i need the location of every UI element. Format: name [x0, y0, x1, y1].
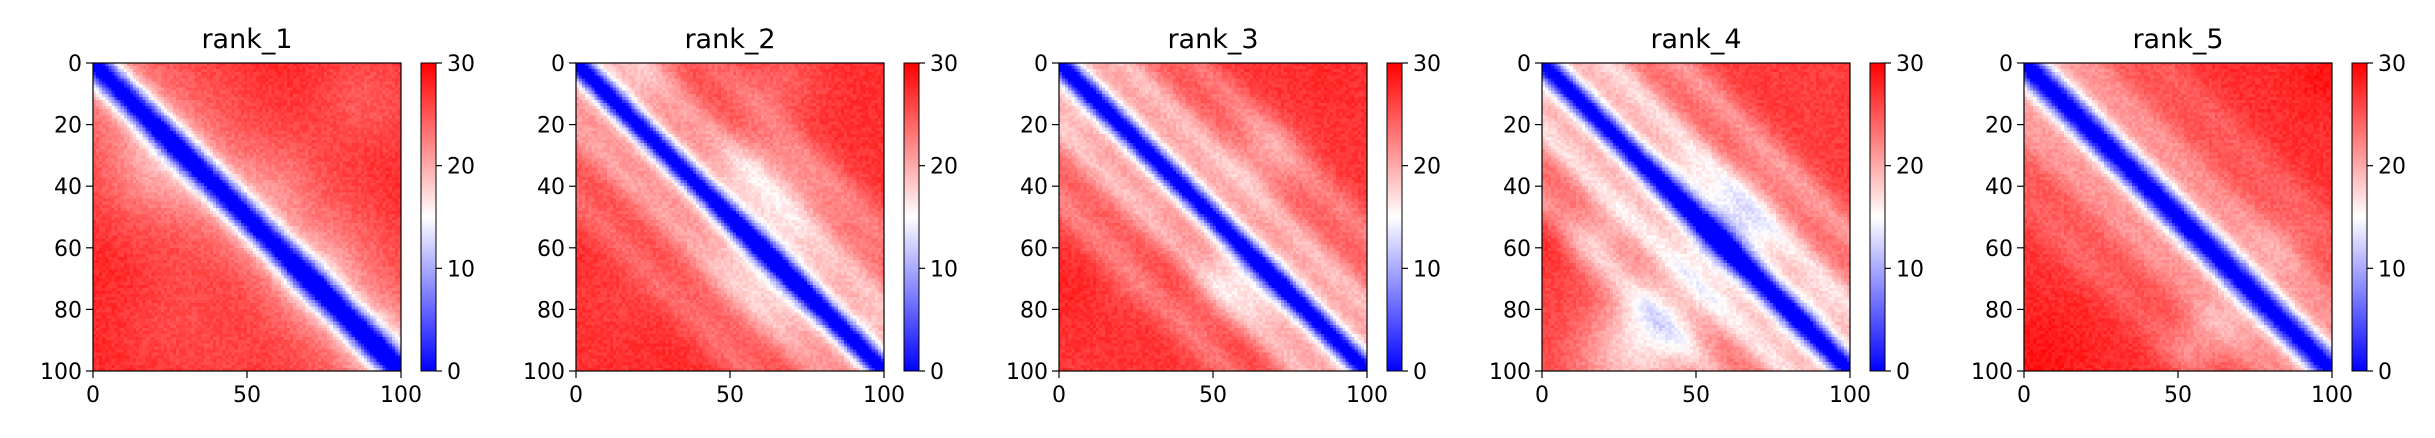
- y-tick-label: 0: [1034, 52, 1048, 77]
- y-tick-label: 0: [68, 52, 82, 77]
- colorbar-tick-label: 20: [930, 155, 958, 180]
- x-tick-label: 0: [2017, 383, 2031, 408]
- colorbar-tick-label: 30: [447, 52, 475, 77]
- y-tick-label: 60: [54, 237, 82, 262]
- colorbar: [2351, 62, 2368, 372]
- colorbar-tick-label: 10: [447, 257, 475, 282]
- heatmap-cells: [1542, 63, 1850, 371]
- y-tick-label: 40: [1503, 175, 1531, 200]
- y-tick-label: 40: [1020, 175, 1048, 200]
- y-tick-label: 60: [537, 237, 565, 262]
- chart-title: rank_4: [1650, 24, 1741, 55]
- colorbar-tick-label: 20: [2378, 155, 2406, 180]
- x-tick-label: 50: [1682, 383, 1710, 408]
- y-tick-label: 100: [1971, 360, 2013, 385]
- colorbar-tick-label: 0: [2378, 360, 2392, 385]
- colorbar-tick-label: 20: [1413, 155, 1441, 180]
- y-tick-label: 80: [54, 298, 82, 323]
- chart-title: rank_3: [1167, 24, 1258, 55]
- y-tick-label: 100: [40, 360, 82, 385]
- x-tick-label: 0: [86, 383, 100, 408]
- heatmap-cells: [93, 63, 401, 371]
- colorbar: [1869, 62, 1886, 372]
- y-tick-label: 20: [537, 114, 565, 139]
- y-tick-label: 60: [1503, 237, 1531, 262]
- x-tick-label: 100: [2311, 383, 2353, 408]
- colorbar-tick-label: 0: [1413, 360, 1427, 385]
- x-tick-label: 0: [1535, 383, 1549, 408]
- y-tick-label: 80: [1503, 298, 1531, 323]
- x-tick-label: 50: [233, 383, 261, 408]
- y-tick-label: 0: [1517, 52, 1531, 77]
- colorbar: [1386, 62, 1403, 372]
- colorbar-tick-label: 20: [447, 155, 475, 180]
- y-tick-label: 100: [1489, 360, 1531, 385]
- colorbar: [903, 62, 920, 372]
- heatmap-cells: [1059, 63, 1367, 371]
- colorbar-tick-label: 0: [930, 360, 944, 385]
- y-tick-label: 60: [1020, 237, 1048, 262]
- colorbar-tick-label: 10: [2378, 257, 2406, 282]
- colorbar-tick-label: 10: [1896, 257, 1924, 282]
- chart-title: rank_2: [684, 24, 775, 55]
- y-tick-label: 60: [1985, 237, 2013, 262]
- colorbar-tick-label: 0: [447, 360, 461, 385]
- y-tick-label: 0: [1999, 52, 2013, 77]
- y-tick-label: 20: [1503, 114, 1531, 139]
- y-tick-label: 20: [1020, 114, 1048, 139]
- colorbar-tick-label: 30: [2378, 52, 2406, 77]
- colorbar-tick-label: 10: [1413, 257, 1441, 282]
- x-tick-label: 100: [1829, 383, 1871, 408]
- chart-title: rank_1: [201, 24, 292, 55]
- x-tick-label: 50: [716, 383, 744, 408]
- colorbar-tick-label: 30: [1896, 52, 1924, 77]
- y-tick-label: 100: [1006, 360, 1048, 385]
- colorbar-tick-label: 0: [1896, 360, 1910, 385]
- chart-title: rank_5: [2132, 24, 2223, 55]
- y-tick-label: 80: [1985, 298, 2013, 323]
- heatmap-cells: [576, 63, 884, 371]
- x-tick-label: 50: [2164, 383, 2192, 408]
- colorbar-tick-label: 30: [930, 52, 958, 77]
- colorbar: [420, 62, 437, 372]
- colorbar-tick-label: 20: [1896, 155, 1924, 180]
- y-tick-label: 0: [551, 52, 565, 77]
- heatmap-cells: [2024, 63, 2332, 371]
- x-tick-label: 50: [1199, 383, 1227, 408]
- y-tick-label: 40: [54, 175, 82, 200]
- x-tick-label: 0: [569, 383, 583, 408]
- x-tick-label: 100: [380, 383, 422, 408]
- y-tick-label: 80: [537, 298, 565, 323]
- y-tick-label: 20: [54, 114, 82, 139]
- y-tick-label: 40: [537, 175, 565, 200]
- x-tick-label: 0: [1052, 383, 1066, 408]
- y-tick-label: 20: [1985, 114, 2013, 139]
- colorbar-tick-label: 30: [1413, 52, 1441, 77]
- y-tick-label: 80: [1020, 298, 1048, 323]
- y-tick-label: 100: [523, 360, 565, 385]
- y-tick-label: 40: [1985, 175, 2013, 200]
- x-tick-label: 100: [863, 383, 905, 408]
- colorbar-tick-label: 10: [930, 257, 958, 282]
- x-tick-label: 100: [1346, 383, 1388, 408]
